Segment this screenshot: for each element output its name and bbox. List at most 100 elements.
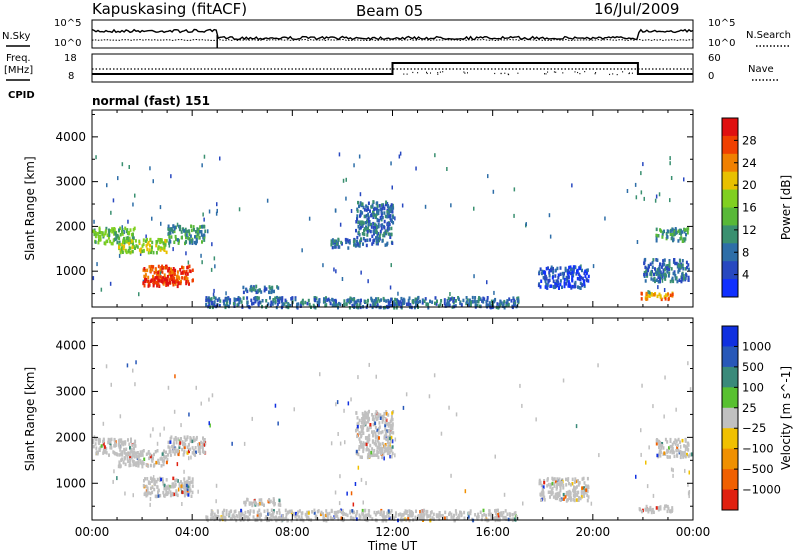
echo-cell	[287, 510, 290, 514]
echo-cell	[548, 213, 551, 218]
echo-cell	[355, 428, 357, 433]
echo-cell	[583, 481, 586, 485]
echo-cell	[270, 300, 273, 304]
echo-cell	[669, 232, 672, 236]
echo-cell	[359, 226, 362, 230]
echo-cell	[93, 232, 96, 237]
echo-cell	[263, 285, 266, 290]
echo-cell	[142, 483, 145, 488]
echo-cell	[370, 225, 373, 229]
echo-cell	[114, 440, 117, 444]
echo-cell	[552, 477, 555, 481]
echo-cell	[115, 234, 118, 238]
echo-cell	[174, 447, 177, 451]
echo-cell	[232, 513, 235, 517]
echo-cell	[455, 412, 458, 417]
echo-cell	[308, 517, 311, 522]
echo-cell	[169, 436, 172, 441]
echo-cell	[415, 509, 417, 513]
echo-cell	[672, 473, 674, 478]
echo-cell	[378, 234, 381, 238]
echo-cell	[522, 501, 524, 506]
echo-cell	[149, 166, 151, 171]
nave-dot	[500, 72, 502, 75]
echo-cell	[474, 303, 477, 308]
echo-cell	[99, 234, 102, 239]
echo-cell	[665, 232, 668, 236]
echo-cell	[676, 446, 679, 450]
echo-cell	[604, 216, 606, 221]
echo-cell	[244, 500, 247, 504]
echo-cell	[173, 229, 176, 234]
echo-cell	[333, 299, 336, 303]
echo-cell	[659, 448, 662, 453]
echo-cell	[662, 268, 665, 272]
echo-cell	[509, 517, 512, 522]
echo-cell	[660, 446, 663, 450]
colorbar-swatch	[722, 469, 738, 491]
echo-cell	[243, 500, 246, 505]
echo-cell	[252, 515, 255, 519]
echo-cell	[125, 452, 128, 456]
echo-cell	[329, 515, 332, 520]
echo-cell	[385, 515, 388, 519]
colorbar-swatch	[722, 189, 738, 208]
echo-cell	[330, 243, 333, 247]
echo-cell	[215, 304, 218, 309]
echo-cell	[346, 513, 349, 518]
echo-cell	[145, 234, 147, 239]
echo-cell	[299, 304, 302, 308]
echo-cell	[211, 301, 213, 306]
echo-cell	[130, 439, 132, 444]
echo-cell	[661, 235, 664, 239]
echo-cell	[260, 501, 263, 506]
echo-cell	[192, 436, 195, 440]
echo-cell	[378, 421, 381, 425]
echo-cell	[581, 268, 583, 273]
echo-cell	[658, 445, 660, 450]
echo-cell	[392, 431, 395, 435]
echo-cell	[678, 278, 681, 282]
echo-cell	[453, 297, 456, 301]
echo-cell	[540, 279, 543, 283]
echo-cell	[167, 283, 170, 287]
echo-cell	[339, 441, 342, 446]
echo-cell	[175, 478, 178, 482]
echo-cell	[577, 498, 580, 502]
echo-cell	[92, 444, 95, 449]
x-tick-label: 04:00	[175, 525, 210, 539]
echo-cell	[147, 279, 150, 284]
echo-cell	[118, 443, 121, 448]
echo-cell	[190, 455, 192, 460]
echo-cell	[453, 513, 455, 518]
echo-cell	[583, 486, 585, 490]
echo-cell	[546, 283, 549, 287]
echo-cell	[135, 463, 138, 468]
echo-cell	[253, 296, 256, 301]
echo-cell	[157, 494, 160, 498]
echo-cell	[136, 461, 139, 465]
echo-cell	[208, 209, 211, 214]
echo-cell	[358, 447, 361, 451]
echo-cell	[171, 270, 174, 275]
echo-cell	[193, 240, 196, 245]
echo-cell	[670, 267, 673, 271]
echo-cell	[170, 267, 172, 271]
echo-cell	[233, 304, 236, 308]
echo-cell	[663, 258, 666, 262]
echo-cell	[562, 276, 565, 280]
echo-cell	[226, 304, 229, 308]
echo-cell	[123, 449, 126, 453]
echo-cell	[404, 509, 407, 513]
echo-cell	[481, 514, 484, 518]
echo-cell	[188, 282, 190, 286]
echo-cell	[337, 432, 339, 436]
echo-cell	[315, 514, 318, 519]
echo-cell	[385, 437, 388, 442]
echo-cell	[356, 427, 359, 432]
echo-cell	[186, 487, 189, 491]
echo-cell	[145, 494, 148, 498]
echo-cell	[129, 251, 132, 255]
echo-cell	[175, 440, 178, 445]
echo-cell	[370, 296, 373, 301]
